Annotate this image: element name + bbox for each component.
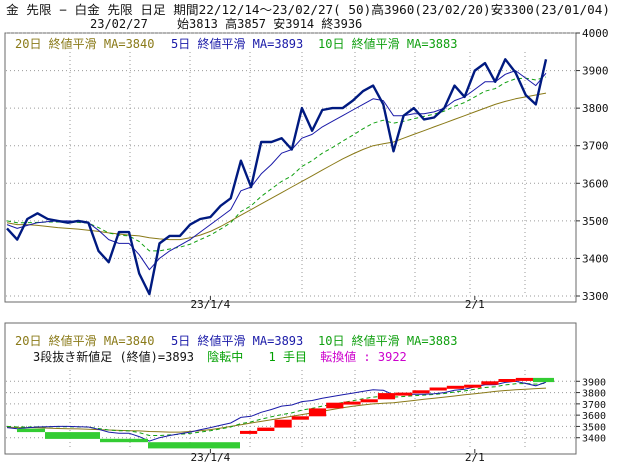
- up-box-11: [429, 387, 447, 391]
- reversal-value: 転換値 : 3922: [320, 349, 407, 364]
- legend-ma20: 20日 終値平滑 MA=3840: [15, 36, 154, 51]
- price-series: [6, 58, 548, 296]
- break-series-ma20: [6, 387, 547, 433]
- price-x-tick-1: 2/1: [465, 298, 485, 311]
- price-y-tick-7: 4000: [582, 27, 609, 40]
- down-box-2: [100, 438, 148, 443]
- up-box-5: [326, 402, 344, 409]
- up-box-15: [498, 379, 516, 382]
- legend-ma10-bottom: 10日 終値平滑 MA=3883: [318, 333, 457, 348]
- up-box-6: [343, 401, 361, 405]
- price-y-tick-1: 3400: [582, 252, 609, 265]
- legend-ma5: 5日 終値平滑 MA=3893: [171, 36, 303, 51]
- price-plot-area: [4, 32, 577, 303]
- up-box-0: [240, 430, 258, 434]
- legend-ma10: 10日 終値平滑 MA=3883: [318, 36, 457, 51]
- up-box-13: [464, 384, 482, 388]
- up-box-1: [257, 427, 275, 431]
- break-y-tick-5: 3900: [582, 377, 606, 388]
- up-box-14: [481, 381, 499, 385]
- series-ma10: [6, 76, 547, 252]
- up-box-10: [412, 390, 430, 394]
- down-box-4: [533, 377, 554, 383]
- up-box-7: [360, 399, 378, 403]
- price-y-axis: 3300 3400 3500 3600 3700 3800 3900 4000: [576, 27, 609, 303]
- status-line: 3段抜き新値足 (終値)=3893 陰転中 1 手目 転換値 : 3922: [33, 349, 407, 364]
- price-y-tick-4: 3700: [582, 140, 609, 153]
- break-x-tick-1: 2/1: [465, 451, 485, 464]
- series-ma5: [6, 70, 547, 271]
- break-y-tick-4: 3800: [582, 389, 606, 400]
- series-ma20: [6, 92, 547, 241]
- up-box-12: [446, 385, 464, 389]
- break-x-tick-0: 23/1/4: [191, 451, 231, 464]
- down-box-1: [45, 432, 100, 439]
- price-y-tick-2: 3500: [582, 215, 609, 228]
- header-date: 23/02/27: [90, 17, 148, 31]
- price-y-tick-5: 3800: [582, 102, 609, 115]
- up-box-2: [274, 419, 292, 428]
- up-box-9: [395, 392, 413, 396]
- break-y-tick-3: 3700: [582, 400, 606, 411]
- legend-ma5-bottom: 5日 終値平滑 MA=3893: [171, 333, 303, 348]
- header-ohlc: 始3813 高3857 安3914 終3936: [177, 16, 362, 31]
- price-y-tick-3: 3600: [582, 177, 609, 190]
- down-box-0: [17, 428, 45, 433]
- price-x-tick-0: 23/1/4: [191, 298, 231, 311]
- up-box-8: [377, 393, 396, 400]
- step-count: 1 手目: [269, 350, 307, 364]
- break-y-tick-2: 3600: [582, 411, 606, 422]
- price-y-tick-6: 3900: [582, 65, 609, 78]
- break-panel: 20日 終値平滑 MA=3840 5日 終値平滑 MA=3893 10日 終値平…: [4, 322, 606, 464]
- trend-status: 陰転中: [207, 349, 243, 364]
- break-boxes: [17, 377, 554, 449]
- price-x-axis: 23/1/4 2/1: [191, 296, 485, 311]
- break-x-axis: 23/1/4 2/1: [191, 449, 485, 464]
- up-box-4: [308, 408, 327, 417]
- break-ma-series: [6, 380, 547, 442]
- header-title: 金 先限 − 白金 先限 日足 期間22/12/14〜23/02/27( 50)…: [6, 2, 610, 17]
- price-panel: 20日 終値平滑 MA=3840 5日 終値平滑 MA=3893 10日 終値平…: [4, 27, 609, 311]
- break-series-ma5: [6, 380, 547, 442]
- up-box-16: [515, 377, 533, 381]
- break-y-tick-0: 3400: [582, 434, 606, 445]
- break-y-tick-1: 3500: [582, 422, 606, 433]
- break-close-value: 3段抜き新値足 (終値)=3893: [33, 349, 194, 364]
- price-y-tick-0: 3300: [582, 290, 609, 303]
- price-grid: [6, 32, 575, 297]
- up-box-3: [291, 416, 309, 420]
- legend-ma20-bottom: 20日 終値平滑 MA=3840: [15, 333, 154, 348]
- series-close: [6, 58, 548, 296]
- down-box-3: [148, 442, 240, 449]
